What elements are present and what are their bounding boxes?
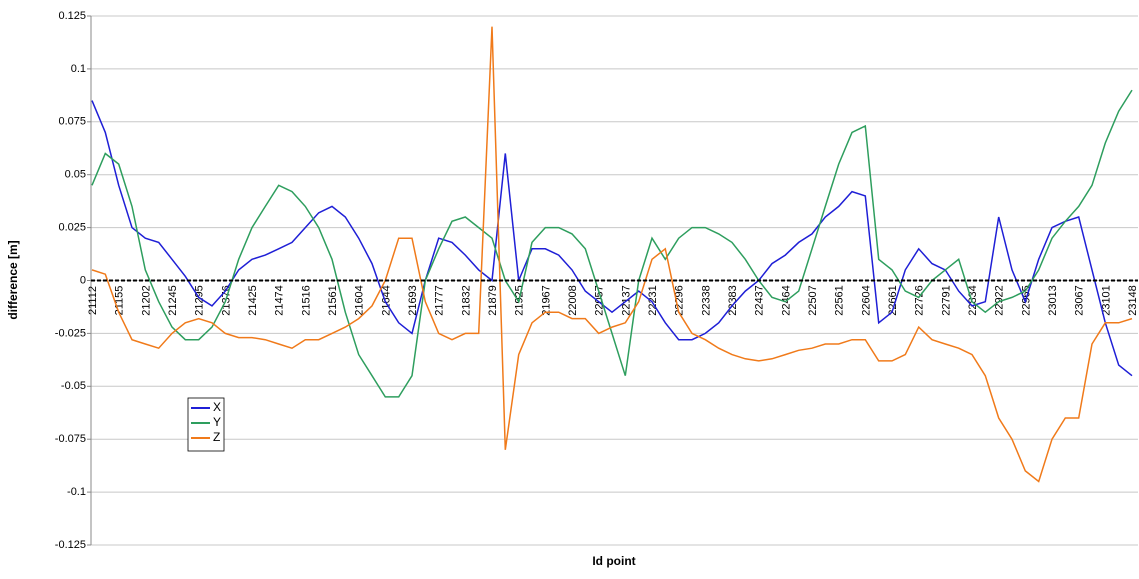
legend-label: X [213,400,221,414]
x-tick-label: 22661 [887,285,899,316]
x-tick-label: 22437 [754,285,766,316]
x-tick-label: 21879 [487,285,499,316]
legend-box [187,397,225,452]
x-tick-label: 23067 [1074,285,1086,316]
x-tick-label: 23148 [1127,285,1139,316]
x-tick-label: 22604 [860,285,872,316]
y-tick-label: 0.125 [58,10,86,22]
y-tick-label: -0.05 [61,380,86,392]
x-tick-label: 22296 [674,285,686,316]
y-tick-label: -0.1 [67,486,86,498]
y-tick-label: -0.075 [55,433,86,445]
legend-label: Y [213,415,221,429]
y-tick-label: -0.025 [55,327,86,339]
x-tick-label: 21202 [140,285,152,316]
x-tick-label: 21474 [274,285,286,316]
x-tick-label: 22922 [994,285,1006,316]
x-tick-label: 21516 [300,285,312,316]
x-tick-label: 21777 [434,285,446,316]
x-axis-title: Id point [592,554,635,568]
x-tick-label: 21561 [327,285,339,316]
x-tick-label: 21425 [247,285,259,316]
x-tick-label: 22338 [700,285,712,316]
x-tick-label: 21155 [114,286,126,316]
y-tick-label: 0.1 [71,63,86,75]
y-tick-label: 0.05 [65,169,86,181]
y-axis-title: difference [m] [6,240,20,319]
x-tick-label: 22057 [594,285,606,316]
y-tick-label: -0.125 [55,539,86,551]
x-tick-label: 21112 [87,286,99,315]
x-tick-label: 23013 [1047,285,1059,316]
x-tick-label: 21693 [407,285,419,316]
x-tick-label: 21832 [460,285,472,316]
y-tick-label: 0.075 [58,116,86,128]
series-line [91,89,1133,398]
y-tick-label: 0 [80,274,86,286]
x-tick-label: 23101 [1100,285,1112,316]
x-tick-label: 22507 [807,285,819,316]
x-tick-label: 21604 [354,285,366,316]
legend-label: Z [213,430,220,444]
y-tick-label: 0.025 [58,222,86,234]
series-line [91,26,1133,483]
x-tick-label: 21967 [540,285,552,316]
x-tick-label: 22008 [567,285,579,316]
x-tick-label: 21245 [167,285,179,316]
x-tick-label: 22561 [834,285,846,316]
x-tick-label: 22791 [940,285,952,316]
series-line [91,100,1133,377]
